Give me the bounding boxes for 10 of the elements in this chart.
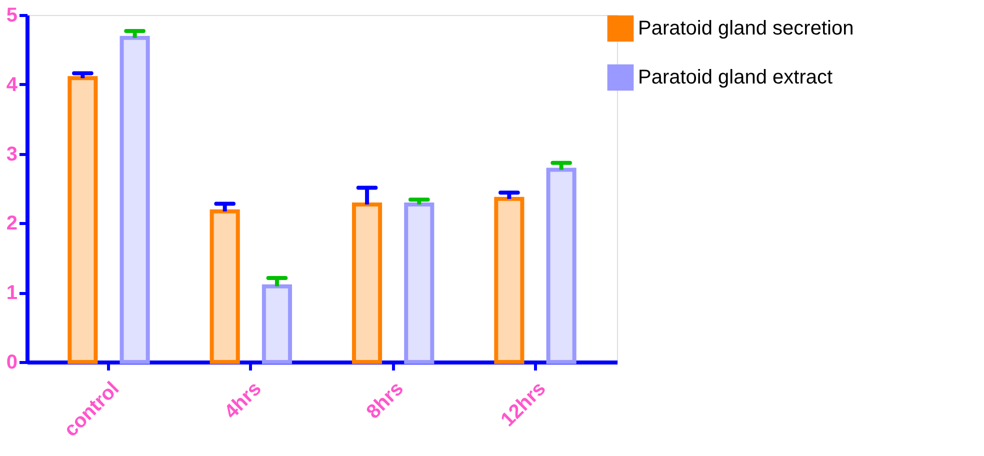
y-tick-label: 4 [6, 74, 18, 96]
y-tick-label: 5 [6, 4, 18, 26]
legend-label: Paratoid gland secretion [638, 18, 854, 40]
legend-label: Paratoid gland extract [638, 66, 834, 88]
x-tick-label: 8hrs [362, 378, 408, 424]
y-tick-label: 1 [6, 282, 18, 304]
y-tick-label: 2 [6, 212, 18, 235]
x-tick-label: 4hrs [220, 378, 266, 424]
y-tick-label: 3 [6, 143, 18, 166]
y-tick-label: 0 [6, 352, 18, 374]
